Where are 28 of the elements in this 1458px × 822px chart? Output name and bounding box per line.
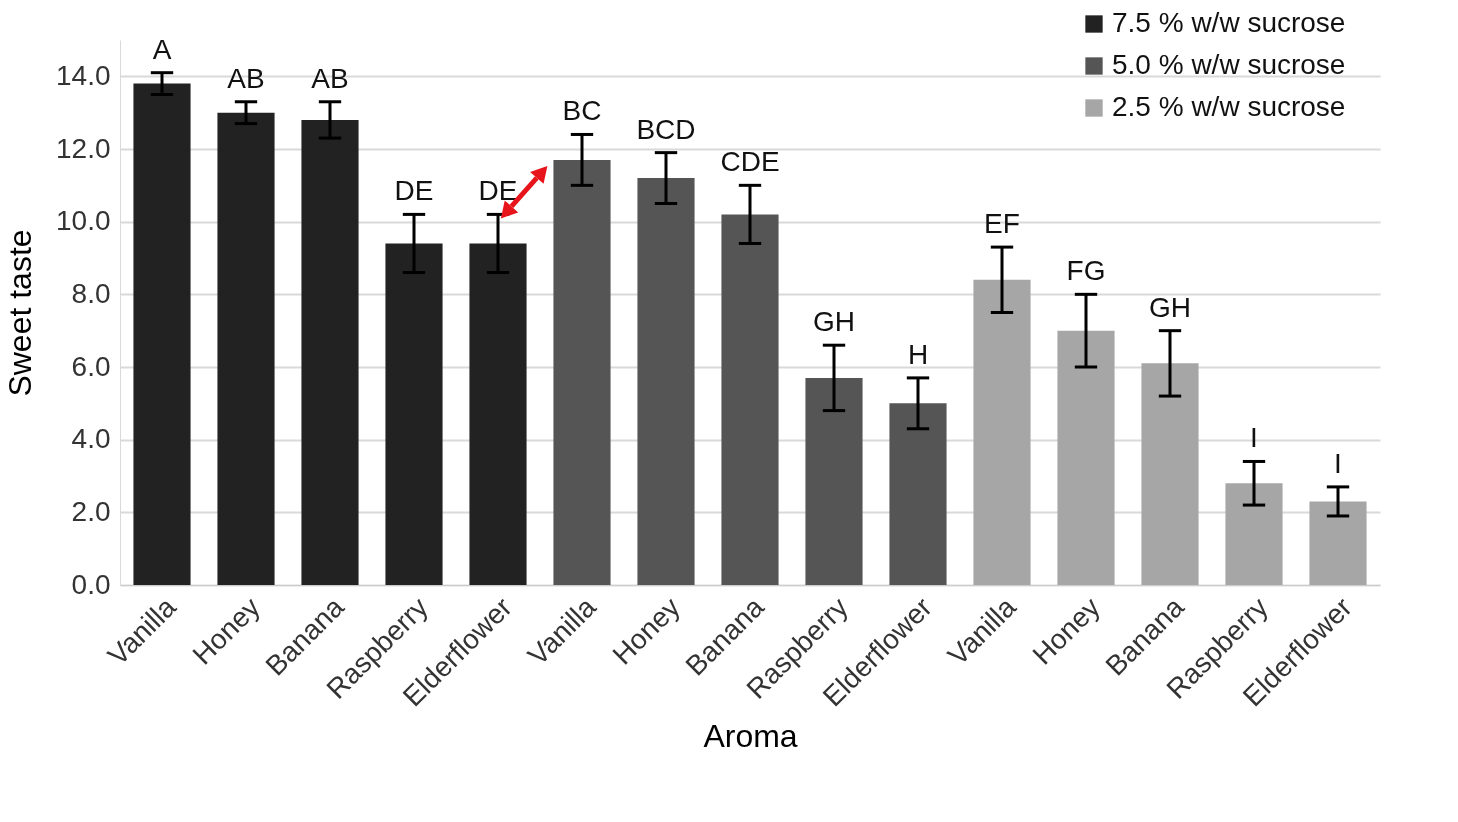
data-label: BCD <box>636 113 696 145</box>
legend-label: 5.0 % w/w sucrose <box>1112 49 1346 80</box>
legend-label: 7.5 % w/w sucrose <box>1112 7 1346 38</box>
data-label: I <box>1250 422 1258 454</box>
y-tick-label: 10.0 <box>56 205 111 237</box>
y-axis-title: Sweet taste <box>2 229 38 397</box>
y-tick-label: 2.0 <box>71 495 111 527</box>
data-label: DE <box>394 175 434 207</box>
data-label: I <box>1334 447 1342 479</box>
data-label: BC <box>562 95 602 127</box>
data-label: GH <box>813 306 855 338</box>
y-tick-label: 14.0 <box>56 59 111 91</box>
data-label: H <box>907 338 929 370</box>
data-label: EF <box>984 208 1020 240</box>
y-tick-label: 0.0 <box>71 568 111 600</box>
x-axis-title: Aroma <box>703 718 798 755</box>
y-tick-label: 4.0 <box>71 423 111 455</box>
data-label: FG <box>1066 255 1106 287</box>
data-label: DE <box>478 175 518 207</box>
data-label: AB <box>311 62 349 94</box>
data-label: AB <box>227 62 265 94</box>
data-label: GH <box>1149 291 1191 323</box>
y-tick-label: 8.0 <box>71 277 111 309</box>
legend-label: 2.5 % w/w sucrose <box>1112 91 1346 122</box>
y-tick-label: 6.0 <box>71 350 111 382</box>
data-label: CDE <box>720 146 780 178</box>
data-label: A <box>152 33 172 65</box>
y-tick-label: 12.0 <box>56 132 111 164</box>
